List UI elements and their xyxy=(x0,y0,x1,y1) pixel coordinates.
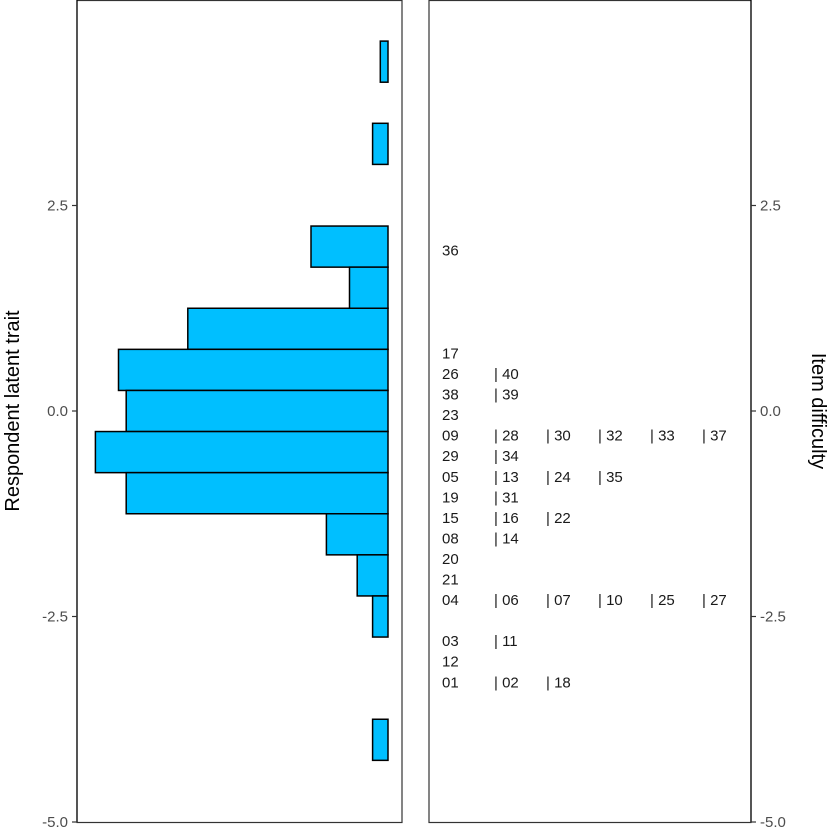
histogram-bar xyxy=(371,718,389,762)
item-label: | 18 xyxy=(546,674,571,691)
right-y-tick-label: -5.0 xyxy=(760,814,786,827)
item-label: | 34 xyxy=(494,448,519,465)
item-label: | 02 xyxy=(494,674,519,691)
item-label: 38 xyxy=(442,387,459,404)
respondent-histogram-panel: 2.5 0.0 -2.5 -5.0 Respondent latent trait xyxy=(2,0,403,827)
histogram-bar xyxy=(379,40,389,83)
item-label: 36 xyxy=(442,243,459,260)
item-label: | 30 xyxy=(546,428,571,445)
item-label: 23 xyxy=(442,407,459,424)
item-label: | 06 xyxy=(494,592,519,609)
right-y-tick-label: 2.5 xyxy=(760,198,781,215)
right-panel-border xyxy=(428,0,752,824)
item-label: | 25 xyxy=(650,592,675,609)
histogram-bar xyxy=(117,348,389,392)
item-label: | 33 xyxy=(650,428,675,445)
right-y-tick-label: 0.0 xyxy=(760,403,781,420)
histogram-bar xyxy=(348,266,389,309)
item-label: 17 xyxy=(442,345,459,362)
item-label: 26 xyxy=(442,366,459,383)
item-label: 01 xyxy=(442,674,459,691)
left-y-tick-label: -5.0 xyxy=(42,814,68,827)
histogram-bar xyxy=(125,471,389,515)
item-label: | 14 xyxy=(494,530,519,547)
left-y-tick-label: -2.5 xyxy=(42,609,68,626)
item-label: 15 xyxy=(442,510,459,527)
left-y-tick-label: 0.0 xyxy=(47,403,68,420)
item-label: 08 xyxy=(442,530,459,547)
item-label: | 11 xyxy=(494,633,518,650)
histogram-bar xyxy=(356,554,389,597)
left-axis-title: Respondent latent trait xyxy=(2,310,24,512)
item-label: | 40 xyxy=(494,366,519,383)
item-label: | 10 xyxy=(598,592,623,609)
histogram-bar xyxy=(371,122,389,166)
item-label: 19 xyxy=(442,489,459,506)
item-label: | 13 xyxy=(494,469,519,486)
item-label: | 27 xyxy=(702,592,727,609)
item-label: 03 xyxy=(442,633,459,650)
item-label: 04 xyxy=(442,592,459,609)
right-axis-title: Item difficulty xyxy=(807,353,827,469)
histogram-bar xyxy=(310,225,389,268)
item-label: | 22 xyxy=(546,510,571,527)
histogram-bar xyxy=(125,389,389,433)
item-difficulty-panel: 2.5 0.0 -2.5 -5.0 36 17 26 | 40 38 | 39 23 09 | 28 | … xyxy=(428,0,827,827)
item-label: | 35 xyxy=(598,469,623,486)
item-label: 05 xyxy=(442,469,459,486)
item-label: | 16 xyxy=(494,510,519,527)
item-label: | 37 xyxy=(702,428,727,445)
left-y-tick-label: 2.5 xyxy=(47,198,68,215)
item-label: | 39 xyxy=(494,387,519,404)
item-label: | 32 xyxy=(598,428,623,445)
item-label: 21 xyxy=(442,572,459,589)
histogram-bar xyxy=(94,430,389,474)
histogram-bar xyxy=(187,307,389,351)
item-label: 09 xyxy=(442,428,459,445)
item-label: | 28 xyxy=(494,428,519,445)
item-label: | 07 xyxy=(546,592,571,609)
right-y-tick-label: -2.5 xyxy=(760,609,786,626)
histogram-bar xyxy=(325,513,389,556)
item-label: 12 xyxy=(442,654,459,671)
item-label: 29 xyxy=(442,448,459,465)
item-label: 20 xyxy=(442,551,459,568)
item-label: | 31 xyxy=(494,489,519,506)
histogram-bar xyxy=(371,595,389,638)
item-label: | 24 xyxy=(546,469,571,486)
